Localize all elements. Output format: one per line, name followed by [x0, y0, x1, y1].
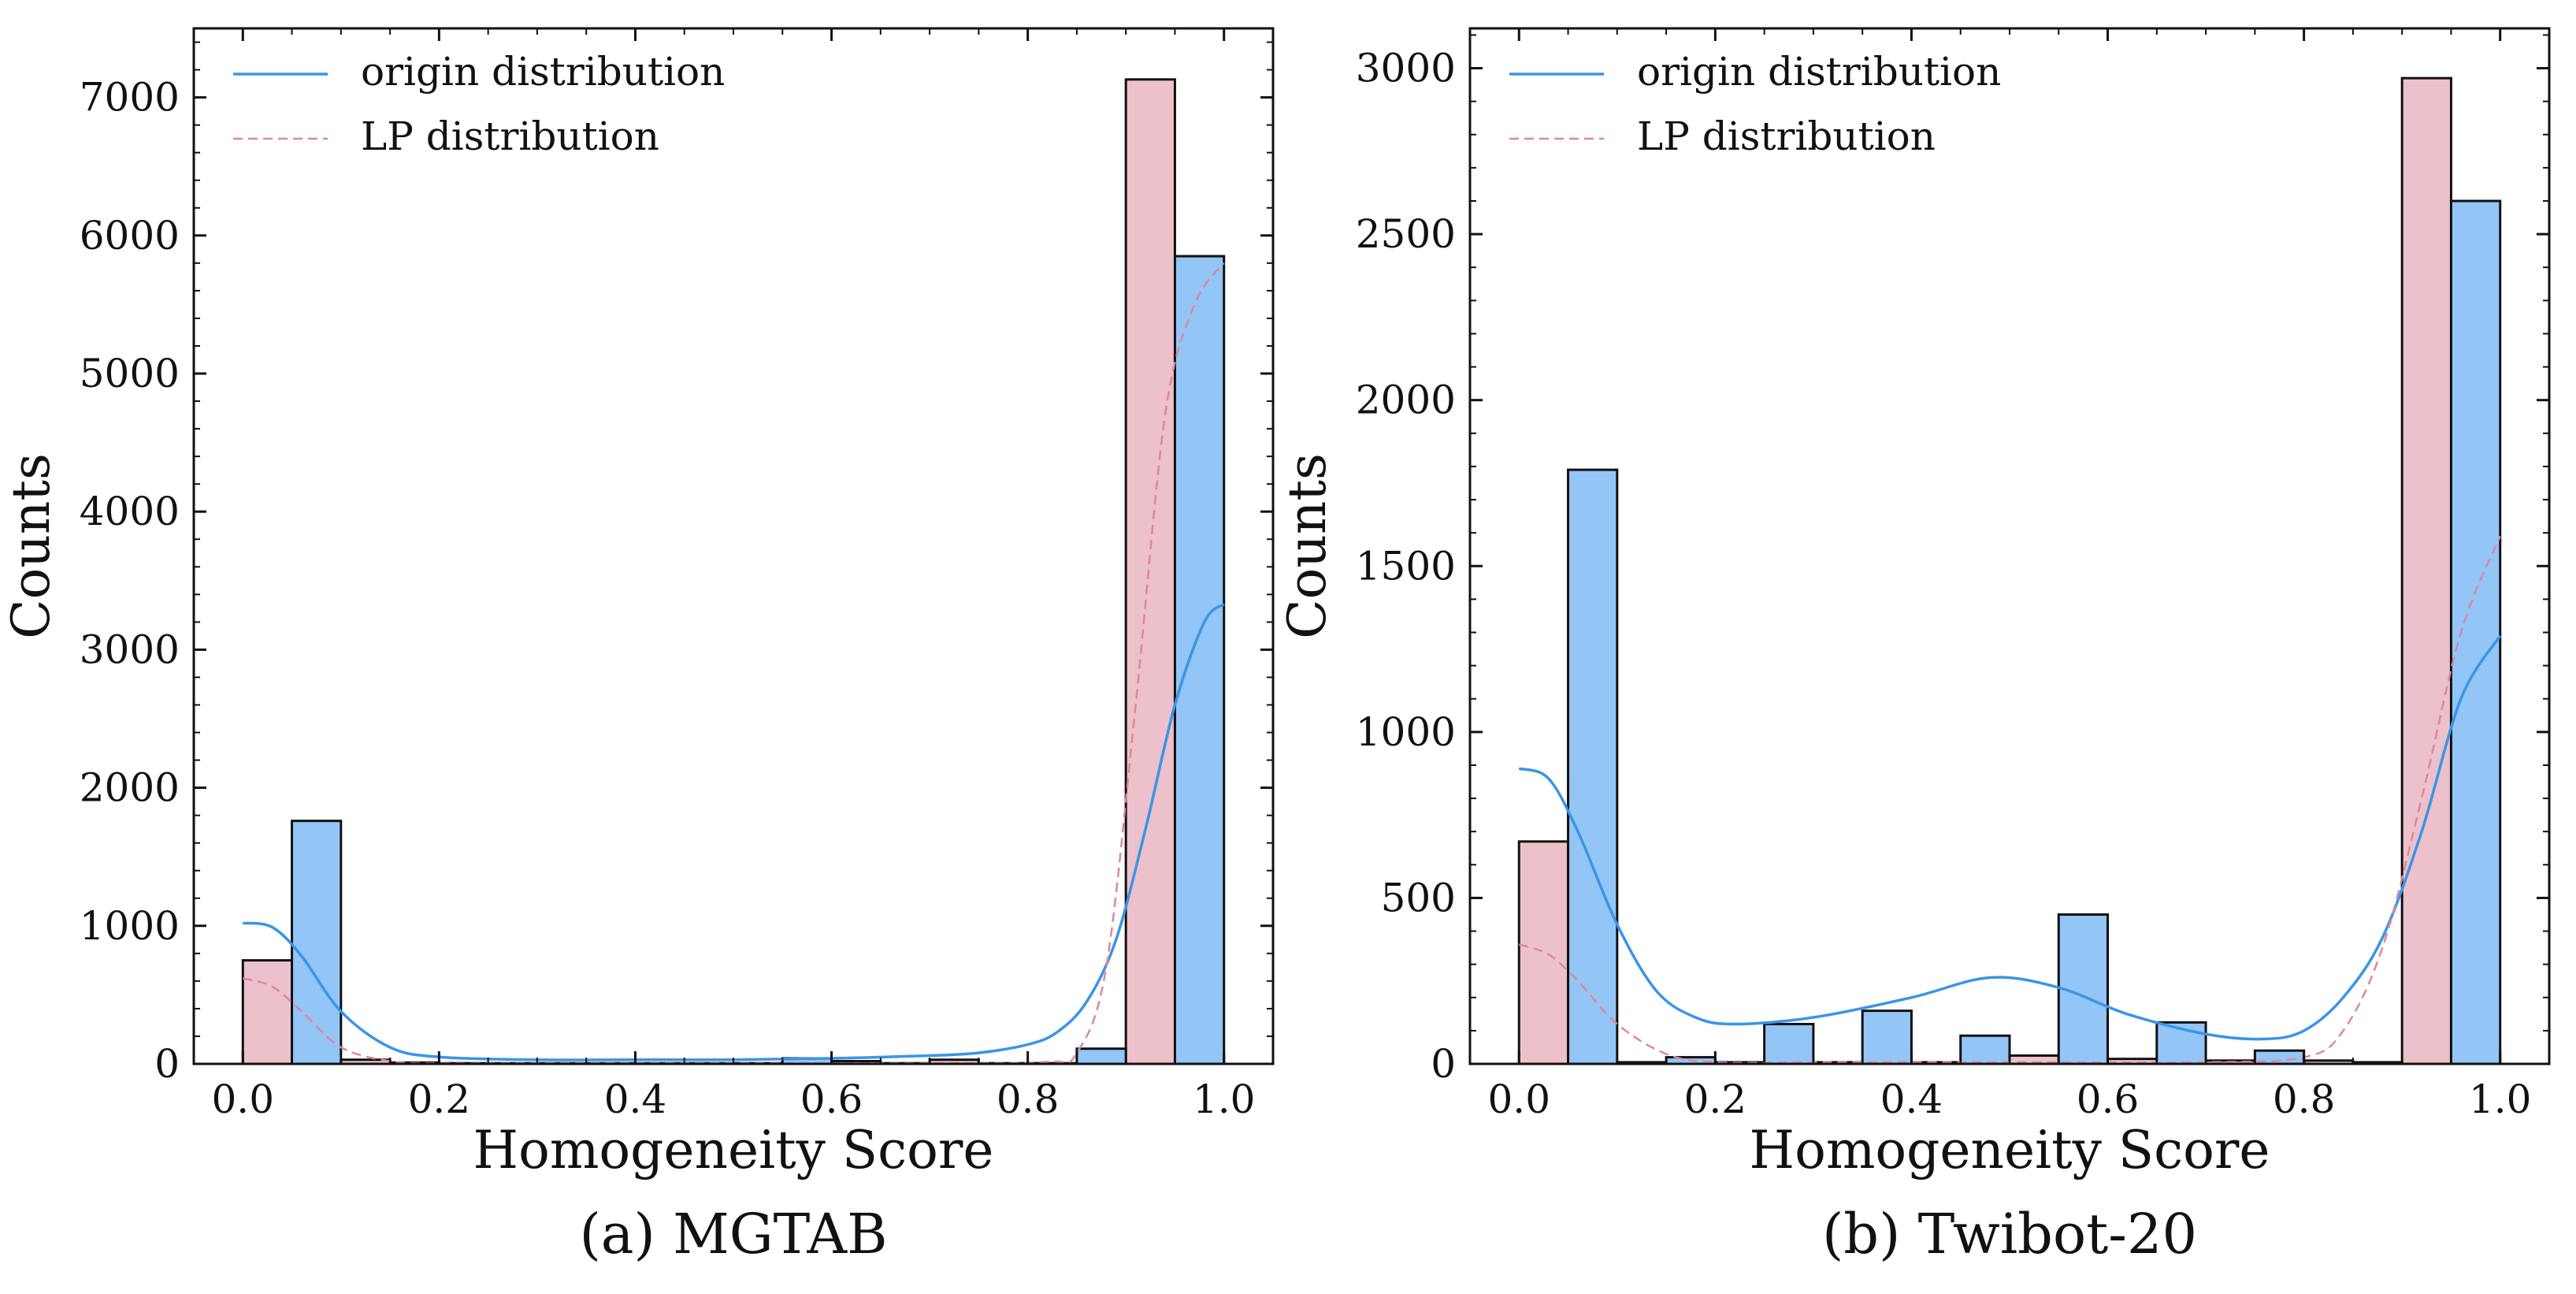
axis-ticks: 0.0 0.2 0.4 0.6 0.8 1.0 0 500 1000 1500 2000 2500 30… [1356, 28, 2549, 1122]
origin-bar [1861, 1010, 1913, 1065]
origin-bar [1763, 1022, 1815, 1065]
y-tick-label: 2500 [1356, 211, 1456, 257]
x-tick-label: 0.6 [800, 1076, 863, 1122]
x-tick-label: 0.2 [1684, 1076, 1747, 1122]
legend-origin-label: origin distribution [361, 49, 725, 95]
x-tick-label: 0.8 [997, 1076, 1060, 1122]
y-tick-label: 0 [154, 1041, 180, 1087]
lp-bar [1124, 78, 1176, 1065]
origin-bar [2449, 199, 2502, 1065]
lp-bars [241, 78, 1176, 1065]
kde-lines [1518, 535, 2502, 1064]
origin-bar [1173, 255, 1226, 1065]
lp-bars [1517, 76, 2452, 1065]
origin-kde-line [243, 603, 1225, 1062]
plot-border [192, 27, 1275, 1065]
origin-bar [1567, 468, 1619, 1065]
legend-lp-label: LP distribution [361, 113, 659, 159]
y-tick-label: 3000 [1356, 46, 1456, 91]
x-tick-label: 0.0 [212, 1076, 275, 1122]
chart-panel-mgtab: 0.0 0.2 0.4 0.6 0.8 1.0 0 1000 2000 3000 4000 5000 6… [1, 27, 1275, 1266]
y-tick-label: 7000 [80, 75, 180, 121]
y-tick-label: 4000 [80, 489, 180, 534]
plot-border [1468, 27, 2551, 1065]
y-tick-label: 1500 [1356, 543, 1456, 589]
x-tick-label: 0.4 [1880, 1076, 1943, 1122]
axes-frame [1468, 27, 2551, 1065]
x-tick-label: 1.0 [2469, 1076, 2532, 1122]
lp-bar [2400, 76, 2452, 1065]
y-tick-label: 3000 [80, 627, 180, 672]
kde-lines [242, 262, 1225, 1065]
y-tick-label: 2000 [1356, 377, 1456, 423]
origin-bar [1959, 1034, 2011, 1065]
panel-caption: (b) Twibot-20 [1822, 1202, 2197, 1266]
origin-bars [291, 255, 1226, 1065]
y-tick-label: 1000 [80, 903, 180, 949]
x-tick-label: 0.4 [604, 1076, 667, 1122]
legend-lp-label: LP distribution [1637, 113, 1936, 159]
y-tick-label: 5000 [80, 351, 180, 396]
axis-ticks: 0.0 0.2 0.4 0.6 0.8 1.0 0 1000 2000 3000 4000 5000 6… [80, 28, 1273, 1122]
y-axis-label: Counts [1, 453, 61, 639]
origin-bar [1075, 1047, 1127, 1065]
y-tick-label: 1000 [1356, 709, 1456, 755]
y-tick-label: 2000 [80, 765, 180, 811]
legend: origin distribution LP distribution [1509, 49, 2001, 159]
y-tick-label: 6000 [80, 213, 180, 258]
y-tick-label: 500 [1381, 875, 1456, 920]
y-axis-label: Counts [1277, 453, 1338, 639]
x-tick-label: 1.0 [1193, 1076, 1256, 1122]
x-tick-label: 0.2 [408, 1076, 471, 1122]
lp-kde-line [242, 262, 1225, 1065]
x-tick-label: 0.8 [2273, 1076, 2336, 1122]
x-tick-label: 0.6 [2077, 1076, 2140, 1122]
x-axis-label: Homogeneity Score [473, 1120, 994, 1181]
chart-panel-twibot: 0.0 0.2 0.4 0.6 0.8 1.0 0 500 1000 1500 2000 2500 30… [1277, 27, 2551, 1266]
panel-caption: (a) MGTAB [579, 1202, 887, 1266]
legend-origin-label: origin distribution [1637, 49, 2001, 95]
origin-kde-line [1518, 634, 2502, 1041]
x-tick-label: 0.0 [1488, 1076, 1551, 1122]
y-tick-label: 0 [1431, 1041, 1456, 1087]
origin-bars [1567, 199, 2502, 1065]
axes-frame [192, 27, 1275, 1065]
lp-bar [241, 959, 294, 1065]
legend: origin distribution LP distribution [233, 49, 725, 159]
x-axis-label: Homogeneity Score [1750, 1120, 2270, 1181]
lp-bar [1517, 840, 1570, 1065]
